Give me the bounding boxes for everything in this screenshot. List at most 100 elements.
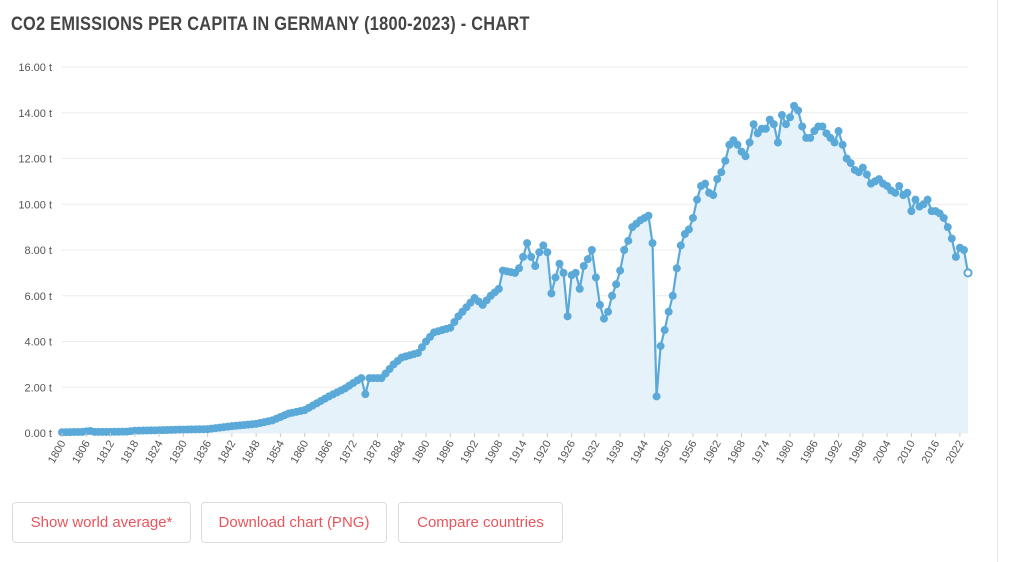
data-point[interactable]: [745, 138, 754, 147]
data-point[interactable]: [620, 245, 629, 254]
data-point[interactable]: [834, 127, 843, 136]
data-point[interactable]: [911, 195, 920, 204]
data-point[interactable]: [652, 392, 661, 401]
data-point[interactable]: [417, 343, 426, 352]
data-point[interactable]: [575, 284, 584, 293]
data-point[interactable]: [535, 248, 544, 257]
data-point[interactable]: [777, 111, 786, 120]
data-point[interactable]: [923, 195, 932, 204]
data-point[interactable]: [963, 268, 973, 278]
data-point[interactable]: [693, 195, 702, 204]
data-point[interactable]: [781, 120, 790, 129]
data-point[interactable]: [903, 188, 912, 197]
x-tick-label: 1836: [192, 439, 215, 466]
data-point[interactable]: [947, 234, 956, 243]
y-tick-label: 2.00 t: [24, 382, 52, 394]
data-point[interactable]: [450, 318, 459, 327]
data-point[interactable]: [579, 262, 588, 271]
data-point[interactable]: [547, 289, 556, 298]
data-point[interactable]: [551, 273, 560, 282]
data-point[interactable]: [741, 152, 750, 161]
data-point[interactable]: [709, 191, 718, 200]
x-tick-label: 2022: [944, 439, 967, 466]
download-chart-button[interactable]: Download chart (PNG): [201, 502, 387, 543]
data-point[interactable]: [515, 264, 524, 273]
data-point[interactable]: [539, 241, 548, 250]
data-point[interactable]: [668, 291, 677, 300]
data-point[interactable]: [531, 262, 540, 271]
data-point[interactable]: [543, 248, 552, 257]
data-point[interactable]: [494, 284, 503, 293]
x-tick-label: 1818: [119, 439, 142, 466]
x-tick-label: 1956: [677, 439, 700, 466]
data-point[interactable]: [648, 239, 657, 248]
data-point[interactable]: [571, 268, 580, 277]
data-point[interactable]: [587, 245, 596, 254]
data-point[interactable]: [951, 252, 960, 261]
data-point[interactable]: [891, 188, 900, 197]
data-point[interactable]: [519, 252, 528, 261]
data-point[interactable]: [583, 255, 592, 264]
data-point[interactable]: [604, 307, 613, 316]
data-point[interactable]: [838, 140, 847, 149]
data-point[interactable]: [591, 273, 600, 282]
data-point[interactable]: [733, 140, 742, 149]
data-point[interactable]: [858, 163, 867, 172]
data-point[interactable]: [786, 113, 795, 122]
data-point[interactable]: [664, 307, 673, 316]
data-point[interactable]: [612, 280, 621, 289]
show-world-average-button[interactable]: Show world average*: [12, 502, 191, 543]
data-point[interactable]: [721, 156, 730, 165]
data-point[interactable]: [862, 170, 871, 179]
data-point[interactable]: [595, 300, 604, 309]
data-point[interactable]: [761, 124, 770, 133]
data-point[interactable]: [713, 175, 722, 184]
data-point[interactable]: [446, 323, 455, 332]
data-point[interactable]: [599, 314, 608, 323]
x-tick-label: 1812: [94, 439, 117, 466]
data-point[interactable]: [688, 213, 697, 222]
data-point[interactable]: [794, 106, 803, 115]
data-point[interactable]: [660, 326, 669, 335]
data-point[interactable]: [656, 342, 665, 351]
data-point[interactable]: [555, 259, 564, 268]
x-tick-label: 1968: [725, 439, 748, 466]
data-point[interactable]: [895, 181, 904, 190]
x-axis-ticks: 1800 1806 1812 1818 1824 1830 1836 1842 1848 1854…: [46, 433, 967, 466]
data-point[interactable]: [523, 239, 532, 248]
data-point[interactable]: [907, 207, 916, 216]
data-point[interactable]: [559, 268, 568, 277]
data-point[interactable]: [672, 264, 681, 273]
data-point[interactable]: [684, 225, 693, 234]
y-tick-label: 4.00 t: [24, 337, 52, 349]
data-point[interactable]: [676, 241, 685, 250]
data-point[interactable]: [818, 122, 827, 131]
data-point[interactable]: [943, 223, 952, 232]
data-point[interactable]: [749, 120, 758, 129]
data-point[interactable]: [939, 213, 948, 222]
data-point[interactable]: [806, 133, 815, 142]
data-point[interactable]: [717, 168, 726, 177]
data-point[interactable]: [608, 291, 617, 300]
data-point[interactable]: [357, 374, 366, 383]
data-point[interactable]: [527, 252, 536, 261]
data-point[interactable]: [959, 245, 968, 254]
data-point[interactable]: [616, 266, 625, 275]
x-tick-label: 2010: [895, 439, 918, 466]
data-point[interactable]: [644, 211, 653, 220]
data-point[interactable]: [846, 159, 855, 168]
data-point[interactable]: [413, 348, 422, 357]
x-tick-label: 1932: [580, 439, 603, 466]
data-point[interactable]: [361, 390, 370, 399]
data-point[interactable]: [624, 236, 633, 245]
x-tick-label: 1848: [240, 439, 263, 466]
data-point[interactable]: [701, 179, 710, 188]
x-tick-label: 1974: [750, 439, 773, 466]
data-point[interactable]: [769, 120, 778, 129]
data-point[interactable]: [830, 138, 839, 147]
x-tick-label: 1830: [167, 439, 190, 466]
compare-countries-button[interactable]: Compare countries: [398, 502, 563, 543]
data-point[interactable]: [798, 122, 807, 131]
data-point[interactable]: [563, 312, 572, 321]
data-point[interactable]: [773, 138, 782, 147]
